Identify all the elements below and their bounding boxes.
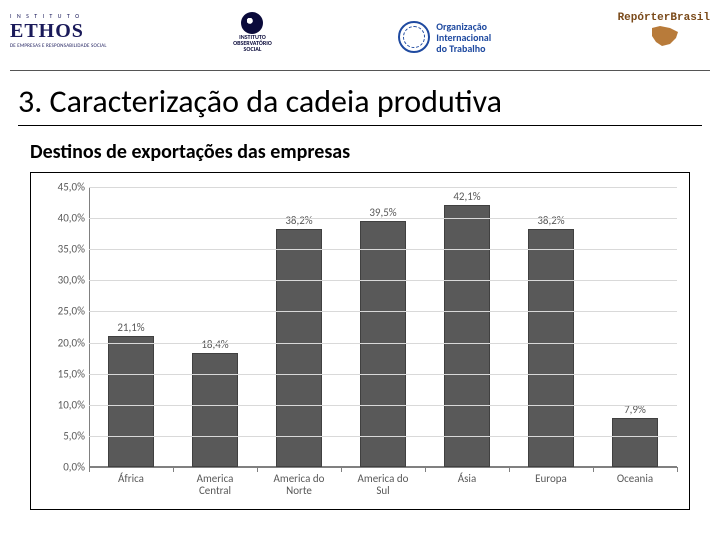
grid-line: [89, 218, 677, 219]
bar-slot: 7,9%: [593, 187, 677, 467]
bar: [276, 229, 322, 467]
bar-slot: 42,1%: [425, 187, 509, 467]
bar: [612, 418, 658, 467]
x-tick-label: Ásia: [425, 469, 509, 507]
x-tick-label: Europa: [509, 469, 593, 507]
chart-frame: 21,1% 18,4% 38,2% 39,5% 42,1% 38,2% 7,9% 0,0% 5…: [30, 172, 690, 510]
logo-oit: Organização Internacional do Trabalho: [398, 12, 491, 62]
y-tick-label: 20,0%: [41, 336, 85, 349]
bar-slot: 38,2%: [257, 187, 341, 467]
y-tick-label: 30,0%: [41, 274, 85, 287]
brazil-map-icon: [646, 24, 682, 48]
oit-icon: [398, 21, 430, 53]
bar: [528, 229, 574, 467]
y-tick-label: 5,0%: [41, 429, 85, 442]
logo-strip: I N S T I T U T O ETHOS DE EMPRESAS E RE…: [10, 8, 710, 71]
bar-slot: 18,4%: [173, 187, 257, 467]
bar: [360, 221, 406, 467]
bar-slot: 21,1%: [89, 187, 173, 467]
reporter-word: RepórterBrasil: [618, 12, 710, 24]
grid-line: [89, 374, 677, 375]
observatorio-line3: SOCIAL: [244, 46, 262, 52]
grid-line: [89, 467, 677, 468]
slide: I N S T I T U T O ETHOS DE EMPRESAS E RE…: [0, 0, 720, 540]
observatorio-icon: [241, 12, 263, 34]
logo-ethos: I N S T I T U T O ETHOS DE EMPRESAS E RE…: [10, 12, 107, 62]
y-tick-label: 0,0%: [41, 461, 85, 474]
oit-line2: Internacional: [436, 32, 491, 43]
y-tick-label: 25,0%: [41, 305, 85, 318]
bar: [192, 353, 238, 467]
ethos-top: I N S T I T U T O: [10, 12, 81, 20]
bar-value-label: 38,2%: [285, 214, 312, 227]
x-tick-label: Oceania: [593, 469, 677, 507]
y-tick-label: 15,0%: [41, 367, 85, 380]
x-tick-label: America do Sul: [341, 469, 425, 507]
bar-value-label: 18,4%: [201, 338, 228, 351]
x-tick-label: África: [89, 469, 173, 507]
x-labels: ÁfricaAmerica CentralAmerica do NorteAme…: [89, 469, 677, 507]
grid-line: [89, 249, 677, 250]
oit-text: Organização Internacional do Trabalho: [436, 21, 491, 54]
grid-line: [89, 280, 677, 281]
bar-value-label: 42,1%: [453, 190, 480, 203]
chart-plot-area: 21,1%18,4%38,2%39,5%42,1%38,2%7,9% 0,0%5…: [89, 187, 677, 467]
bar: [108, 336, 154, 467]
bar-slot: 39,5%: [341, 187, 425, 467]
logo-reporter-brasil: RepórterBrasil: [618, 12, 710, 62]
y-tick-label: 45,0%: [41, 181, 85, 194]
bar-value-label: 21,1%: [117, 321, 144, 334]
grid-line: [89, 436, 677, 437]
logo-observatorio: INSTITUTO OBSERVATÓRIO SOCIAL: [233, 12, 272, 62]
oit-line3: do Trabalho: [436, 43, 491, 54]
x-tick-label: America do Norte: [257, 469, 341, 507]
grid-line: [89, 187, 677, 188]
bar-value-label: 38,2%: [537, 214, 564, 227]
y-tick-label: 40,0%: [41, 212, 85, 225]
ethos-sub: DE EMPRESAS E RESPONSABILIDADE SOCIAL: [10, 43, 107, 49]
slide-title: 3. Caracterização da cadeia produtiva: [18, 82, 702, 126]
y-tick-label: 35,0%: [41, 243, 85, 256]
y-tick-label: 10,0%: [41, 398, 85, 411]
x-tick-mark: [677, 467, 678, 472]
ethos-word: ETHOS: [10, 20, 84, 43]
grid-line: [89, 405, 677, 406]
slide-subtitle: Destinos de exportações das empresas: [30, 140, 350, 164]
x-tick-label: America Central: [173, 469, 257, 507]
oit-line1: Organização: [436, 21, 491, 32]
grid-line: [89, 343, 677, 344]
bars-container: 21,1% 18,4% 38,2% 39,5% 42,1% 38,2% 7,9%: [89, 187, 677, 467]
bar-slot: 38,2%: [509, 187, 593, 467]
bar: [444, 205, 490, 467]
grid-line: [89, 311, 677, 312]
